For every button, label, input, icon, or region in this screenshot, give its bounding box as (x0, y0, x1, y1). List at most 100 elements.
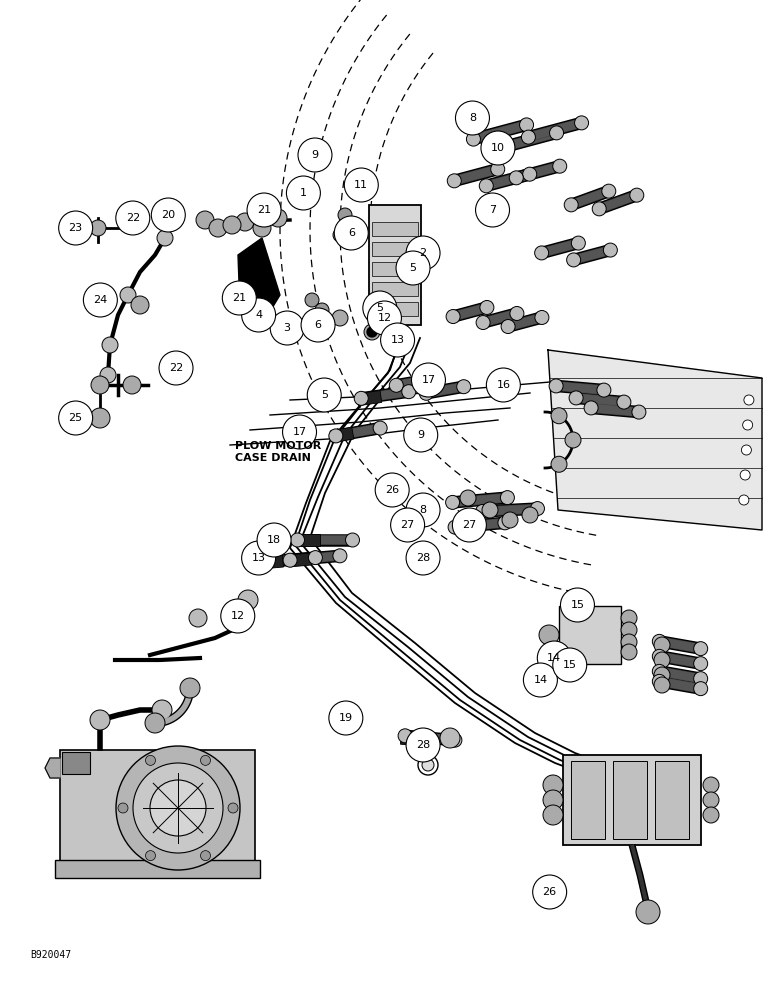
Text: 9: 9 (311, 150, 319, 160)
Circle shape (621, 622, 637, 638)
Text: 17: 17 (422, 375, 435, 385)
Circle shape (209, 219, 227, 237)
Circle shape (90, 710, 110, 730)
Circle shape (630, 188, 644, 202)
Text: 23: 23 (69, 223, 83, 233)
Circle shape (238, 590, 258, 610)
Text: 24: 24 (93, 295, 107, 305)
Circle shape (123, 376, 141, 394)
Circle shape (553, 648, 587, 682)
Circle shape (457, 380, 471, 394)
Circle shape (604, 243, 618, 257)
Circle shape (367, 327, 377, 337)
Circle shape (396, 251, 430, 285)
Bar (571, 761, 605, 839)
Circle shape (338, 208, 352, 222)
Circle shape (131, 296, 149, 314)
Circle shape (363, 291, 397, 325)
Circle shape (344, 168, 378, 202)
Text: 3: 3 (283, 323, 291, 333)
Circle shape (567, 253, 581, 267)
Circle shape (652, 649, 666, 663)
Circle shape (703, 807, 719, 823)
Circle shape (375, 473, 409, 507)
Circle shape (283, 553, 297, 567)
Text: 14: 14 (547, 653, 561, 663)
Text: 26: 26 (543, 887, 557, 897)
Circle shape (564, 198, 578, 212)
Circle shape (151, 198, 185, 232)
Polygon shape (548, 350, 762, 530)
Text: 25: 25 (69, 413, 83, 423)
Text: 22: 22 (126, 213, 140, 223)
Circle shape (283, 415, 317, 449)
Circle shape (159, 351, 193, 385)
Bar (358, 391, 381, 405)
Bar (372, 222, 418, 236)
Circle shape (447, 174, 461, 188)
Circle shape (654, 677, 670, 693)
Circle shape (565, 432, 581, 448)
Circle shape (621, 610, 637, 626)
Circle shape (100, 367, 116, 383)
Text: 10: 10 (491, 143, 505, 153)
Circle shape (418, 755, 438, 775)
Circle shape (744, 395, 754, 405)
Circle shape (333, 549, 347, 563)
Circle shape (189, 609, 207, 627)
Text: 8: 8 (419, 505, 427, 515)
Circle shape (329, 429, 343, 443)
Circle shape (539, 625, 559, 645)
Circle shape (549, 379, 563, 393)
Circle shape (116, 201, 150, 235)
Circle shape (385, 325, 395, 335)
Circle shape (571, 236, 585, 250)
Circle shape (286, 176, 320, 210)
Text: PLOW MOTOR
CASE DRAIN: PLOW MOTOR CASE DRAIN (235, 441, 322, 463)
Circle shape (652, 634, 666, 648)
Circle shape (90, 220, 106, 236)
Circle shape (621, 634, 637, 650)
Circle shape (257, 523, 291, 557)
Circle shape (703, 792, 719, 808)
Circle shape (308, 551, 323, 565)
Text: 19: 19 (339, 713, 353, 723)
Text: 5: 5 (320, 390, 328, 400)
Text: 20: 20 (161, 210, 175, 220)
Circle shape (460, 490, 476, 506)
Text: 5: 5 (376, 303, 384, 313)
Circle shape (520, 118, 533, 132)
Circle shape (201, 755, 211, 765)
Circle shape (510, 306, 524, 320)
Circle shape (550, 126, 564, 140)
Circle shape (118, 803, 128, 813)
Circle shape (741, 445, 751, 455)
Circle shape (569, 391, 583, 405)
Text: 13: 13 (391, 335, 405, 345)
Circle shape (694, 642, 708, 656)
Text: 4: 4 (255, 310, 262, 320)
Bar (289, 553, 311, 567)
Bar (401, 730, 419, 746)
Circle shape (90, 408, 110, 428)
Circle shape (498, 516, 512, 530)
Circle shape (476, 504, 489, 518)
Circle shape (59, 211, 93, 245)
Circle shape (346, 533, 360, 547)
Circle shape (522, 507, 538, 523)
Text: 22: 22 (169, 363, 183, 373)
Circle shape (521, 130, 536, 144)
Circle shape (116, 746, 240, 870)
Circle shape (332, 310, 348, 326)
Circle shape (445, 495, 459, 509)
Text: 26: 26 (385, 485, 399, 495)
Circle shape (221, 599, 255, 633)
Circle shape (419, 386, 433, 400)
Circle shape (404, 418, 438, 452)
Circle shape (102, 337, 118, 353)
Bar (372, 302, 418, 316)
Circle shape (740, 470, 750, 480)
Circle shape (597, 383, 611, 397)
Text: 9: 9 (417, 430, 425, 440)
Text: 28: 28 (416, 553, 430, 563)
